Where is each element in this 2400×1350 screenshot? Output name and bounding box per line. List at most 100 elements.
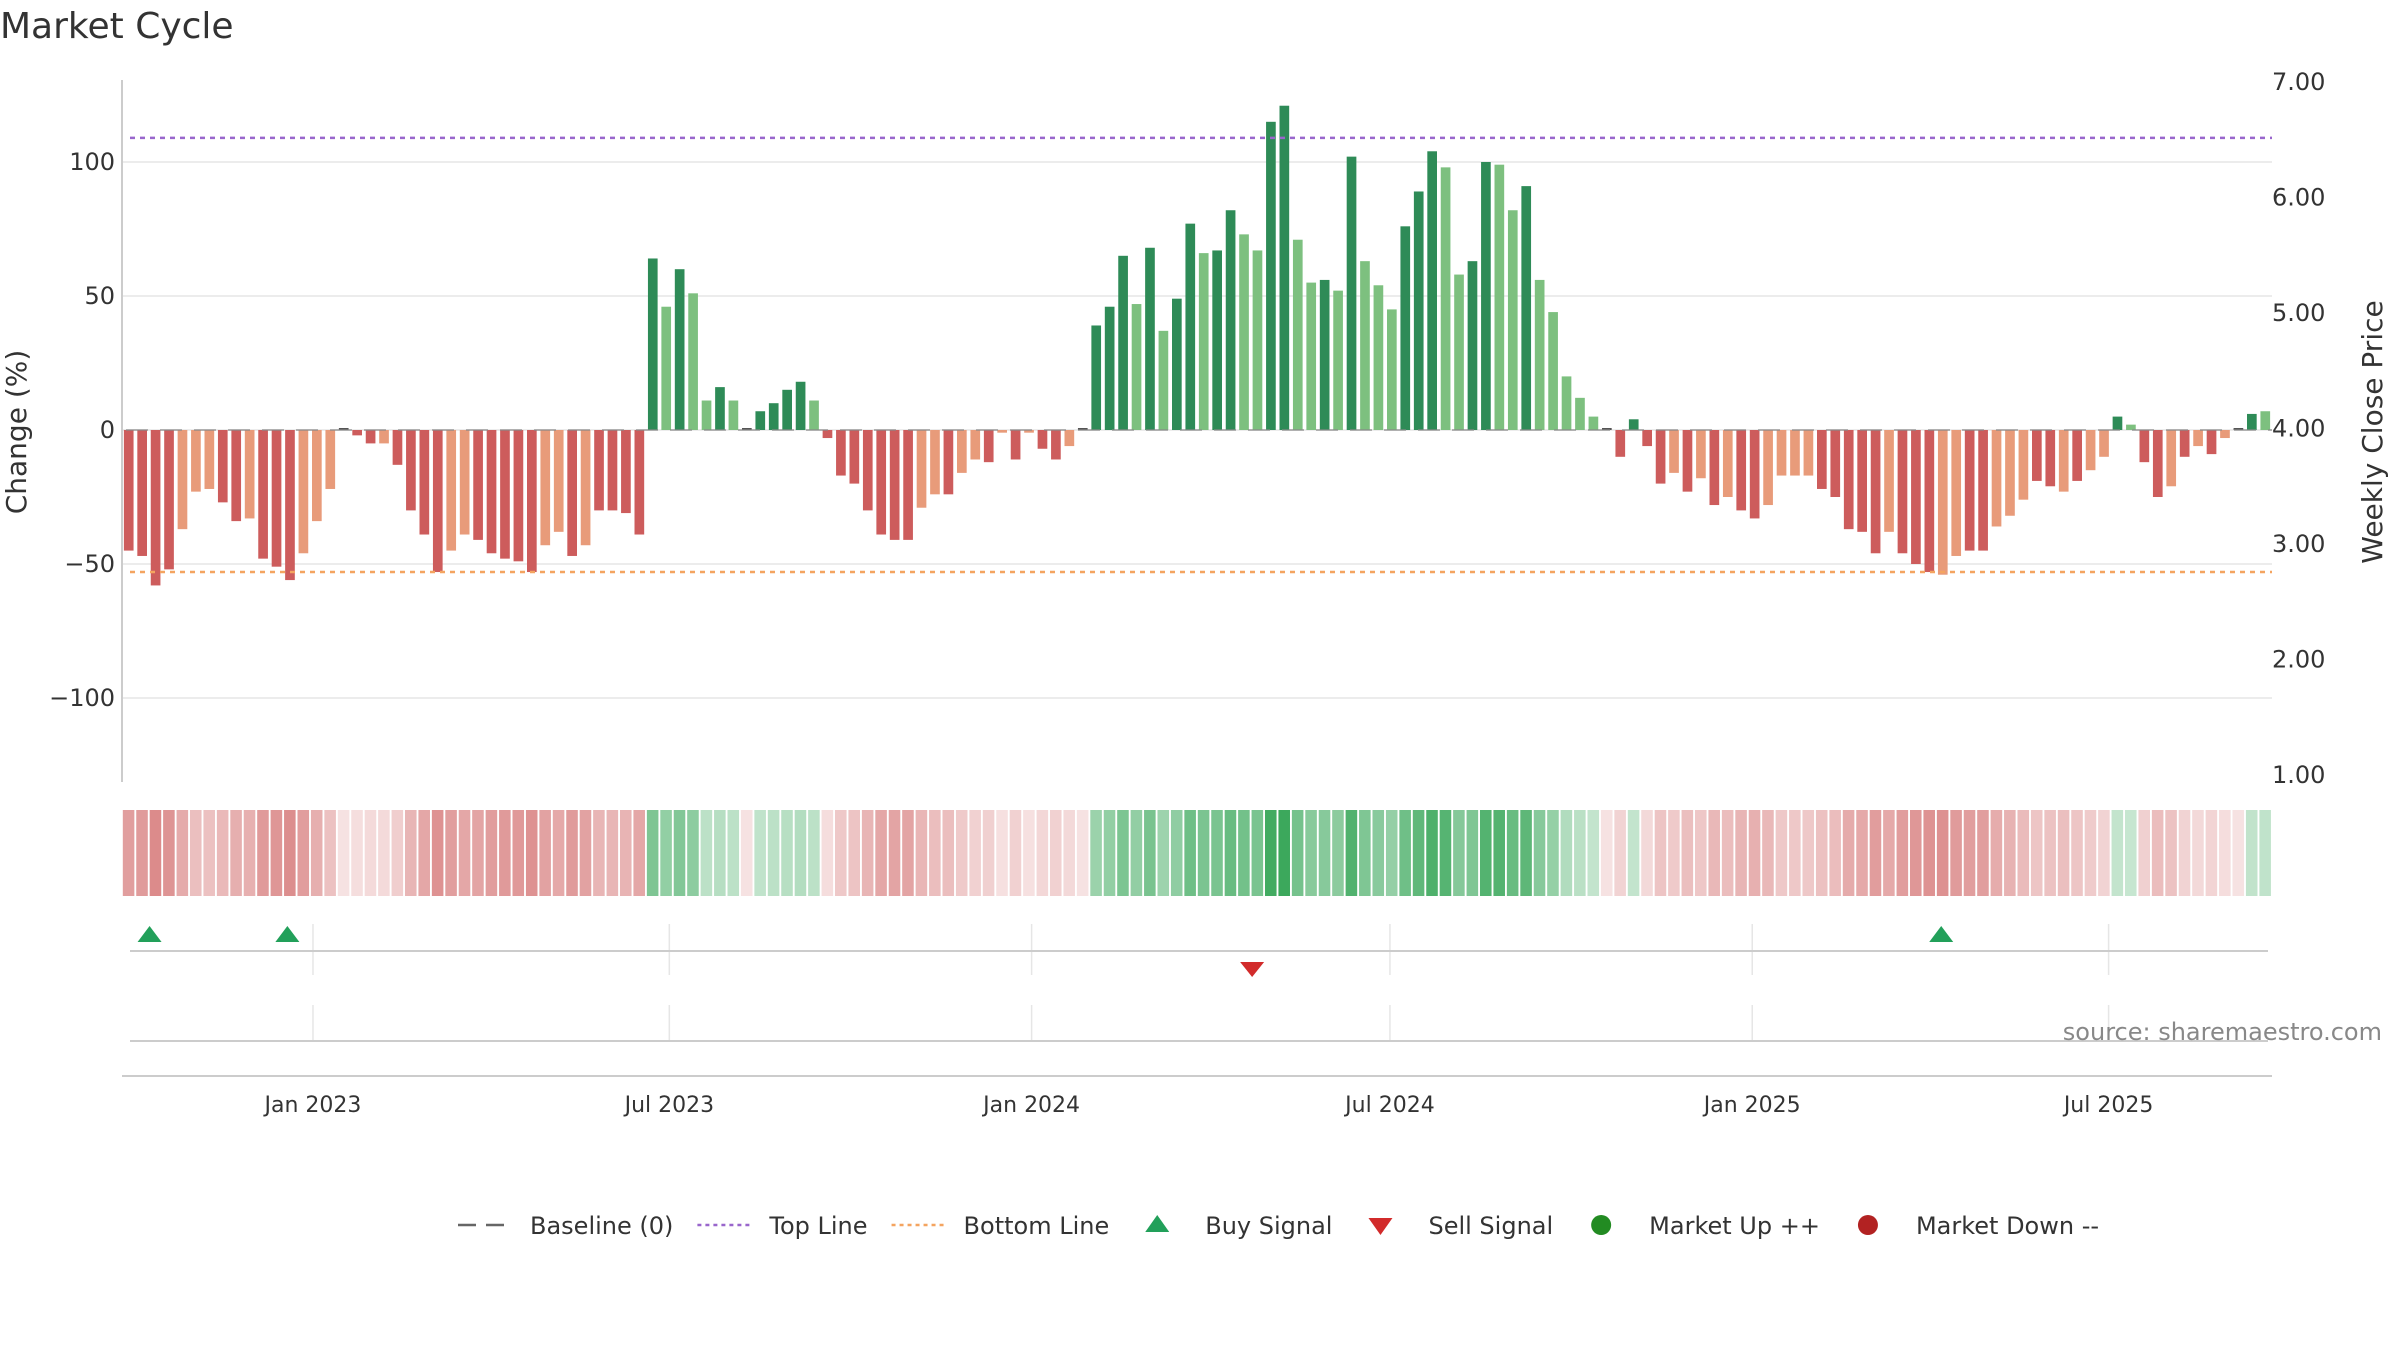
heat-cell <box>834 810 847 896</box>
heat-cell <box>1883 810 1895 896</box>
heat-cell <box>2057 810 2070 896</box>
heat-cell <box>915 810 928 896</box>
heat-cell <box>337 810 350 896</box>
heat-cell <box>1117 810 1129 896</box>
heat-cell <box>1775 810 1788 896</box>
heat-cell <box>982 810 995 896</box>
change-bar <box>1051 430 1061 460</box>
change-bar <box>365 430 376 444</box>
heat-cell <box>660 810 672 896</box>
change-bar <box>2126 424 2136 430</box>
heat-cell <box>310 810 323 896</box>
left-tick-label: 0 <box>100 416 115 444</box>
legend-label: Market Down -- <box>1916 1212 2099 1240</box>
change-bar <box>1655 430 1666 484</box>
change-bar <box>1790 430 1800 476</box>
left-axis-ticks: 100 50 0 −50 −100 <box>49 148 115 712</box>
heat-cell <box>1506 810 1519 896</box>
change-bar <box>1897 430 1908 554</box>
change-bar <box>876 430 887 535</box>
heat-cell <box>942 810 955 896</box>
right-tick-label: 7.00 <box>2272 68 2325 96</box>
heat-cell <box>525 810 538 896</box>
heat-cell <box>1896 810 1909 896</box>
heat-cell <box>539 810 551 896</box>
change-bar <box>2247 413 2257 430</box>
change-bar <box>1158 330 1169 430</box>
change-bar <box>580 430 591 546</box>
change-bar <box>1776 430 1787 476</box>
heat-cell <box>1278 810 1290 896</box>
change-bar <box>795 381 806 430</box>
change-bar <box>1870 430 1881 554</box>
heat-cell <box>1009 810 1022 896</box>
legend: Baseline (0) Top Line Bottom Line Buy Signa… <box>458 1212 2099 1240</box>
date-tick-label: Jul 2024 <box>1343 1093 1435 1118</box>
heat-cell <box>996 810 1008 896</box>
heat-cell <box>1708 810 1720 896</box>
change-bar <box>137 430 147 556</box>
change-bar <box>1091 325 1102 430</box>
heat-cell <box>122 810 135 896</box>
change-bar <box>862 430 873 511</box>
heat-cell <box>1466 810 1479 896</box>
change-bar <box>1507 210 1518 430</box>
heat-cell <box>1439 810 1452 896</box>
change-bar <box>150 430 161 586</box>
change-bar <box>1951 430 1962 556</box>
legend-swatch <box>1857 1215 1878 1235</box>
change-bar <box>2045 430 2056 487</box>
change-bar <box>1010 430 1021 460</box>
heat-cell <box>1627 810 1640 896</box>
heat-cell <box>472 810 484 896</box>
buy-signal-marker <box>137 926 162 942</box>
change-bar <box>2220 430 2230 439</box>
legend-label: Top Line <box>768 1212 867 1240</box>
change-bar <box>486 430 497 554</box>
change-bar <box>1225 210 1236 430</box>
heat-cell <box>1815 810 1828 896</box>
legend-label: Market Up ++ <box>1649 1212 1820 1240</box>
change-bar <box>1373 285 1384 430</box>
heat-cell <box>1869 810 1882 896</box>
heat-cell <box>1802 810 1815 896</box>
heat-cell <box>391 810 404 896</box>
heat-cell <box>633 810 645 896</box>
heat-cell <box>1668 810 1680 896</box>
heat-cell <box>1453 810 1465 896</box>
change-bar <box>1924 430 1935 573</box>
change-bar <box>123 430 134 551</box>
heat-cell <box>378 810 390 896</box>
change-bar <box>647 258 658 430</box>
change-bar <box>1481 162 1491 430</box>
change-bar <box>2072 430 2082 481</box>
heat-cell <box>189 810 202 896</box>
legend-item: Market Up ++ <box>1591 1212 1820 1240</box>
heat-cell <box>1372 810 1385 896</box>
change-bar <box>1440 167 1451 431</box>
change-bar <box>594 430 604 511</box>
heat-cell <box>1479 810 1492 896</box>
change-bar <box>2058 430 2069 492</box>
change-bar <box>607 430 618 511</box>
heat-cell <box>929 810 941 896</box>
change-bar <box>1266 121 1276 431</box>
right-tick-label: 2.00 <box>2272 646 2325 674</box>
heat-cell <box>646 810 659 896</box>
change-bar <box>1467 261 1478 430</box>
change-bar <box>1682 430 1693 492</box>
heat-cell <box>2259 810 2271 896</box>
heat-cell <box>1211 810 1223 896</box>
heat-cell <box>1130 810 1143 896</box>
heat-cell <box>861 810 874 896</box>
change-bar <box>674 269 685 430</box>
heat-cell <box>136 810 148 896</box>
heat-cell <box>1909 810 1922 896</box>
heat-cell <box>2165 810 2177 896</box>
change-bar <box>2005 430 2015 516</box>
heat-cell <box>2030 810 2043 896</box>
change-bar <box>2179 430 2190 457</box>
heat-cell <box>2004 810 2016 896</box>
heat-cell <box>1291 810 1304 896</box>
change-bar <box>755 411 766 430</box>
